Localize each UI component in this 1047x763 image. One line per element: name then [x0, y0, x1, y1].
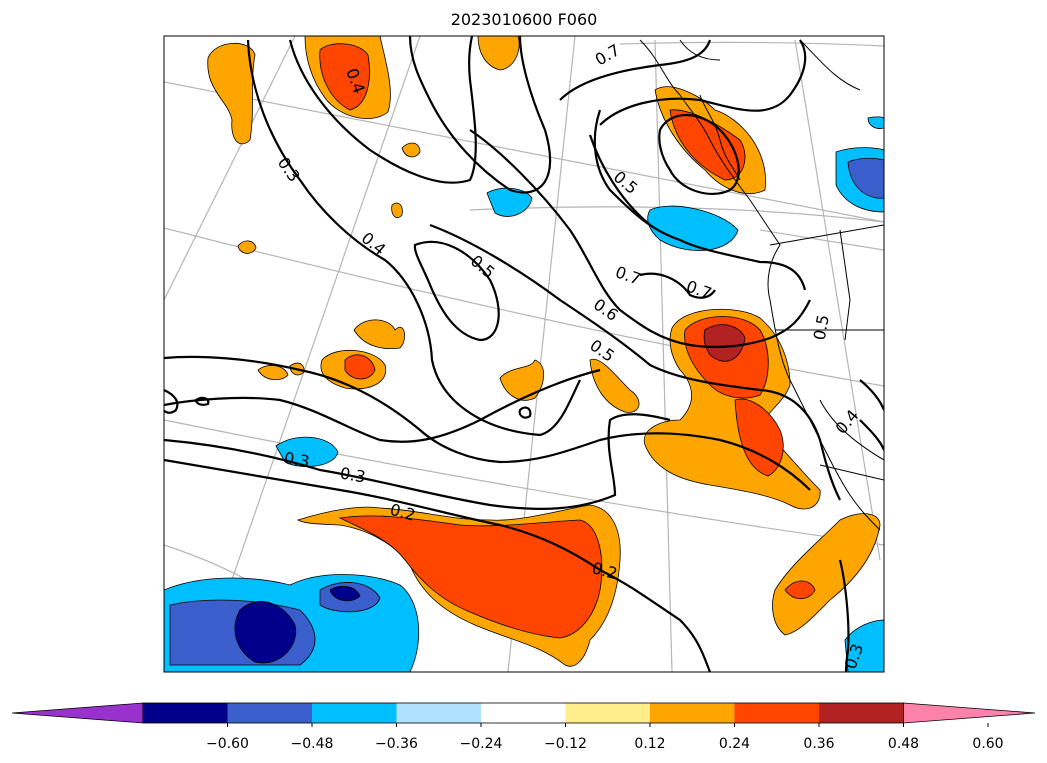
colorbar-segment [312, 703, 397, 723]
colorbar-tick-label: 0.12 [634, 736, 666, 752]
colorbar-segment [734, 703, 820, 723]
colorbar-segment [650, 703, 735, 723]
contour-lines [164, 36, 884, 672]
map-frame [163, 35, 885, 673]
contour-label: 0.3 [339, 463, 367, 486]
colorbar [11, 702, 1036, 727]
colorbar-tick-label: 0.48 [887, 736, 920, 752]
negative-anomaly-patches [164, 116, 884, 672]
map-panel: 0.7 0.4 0.3 0.5 0.4 0.5 0.7 0.7 0.6 0.5 … [164, 36, 884, 672]
colorbar-tick-label: −0.48 [290, 736, 334, 752]
colorbar-tick-label: 0.24 [718, 736, 751, 752]
colorbar-over-arrow [903, 702, 1036, 724]
colorbar-segment [227, 703, 313, 723]
colorbar-segment [396, 703, 482, 723]
colorbar-segment [565, 703, 651, 723]
colorbar-segment [819, 703, 904, 723]
colorbar-tick-label: −0.12 [544, 736, 587, 752]
colorbar-under-arrow [11, 702, 144, 724]
colorbar-segment [481, 703, 566, 723]
colorbar-tick-label: −0.24 [459, 736, 503, 752]
colorbar-frame [142, 702, 904, 724]
colorbar-tick-label: 0.36 [803, 736, 835, 752]
map-title: 2023010600 F060 [450, 10, 598, 29]
colorbar-tick-label: −0.60 [206, 736, 249, 752]
contour-label: 0.3 [283, 448, 311, 471]
colorbar-segment [143, 703, 228, 723]
colorbar-tick-label: −0.36 [375, 736, 418, 752]
colorbar-tick-label: 0.60 [972, 736, 1004, 752]
contour-label: 0.5 [810, 313, 833, 341]
positive-anomaly-patches [207, 36, 881, 667]
